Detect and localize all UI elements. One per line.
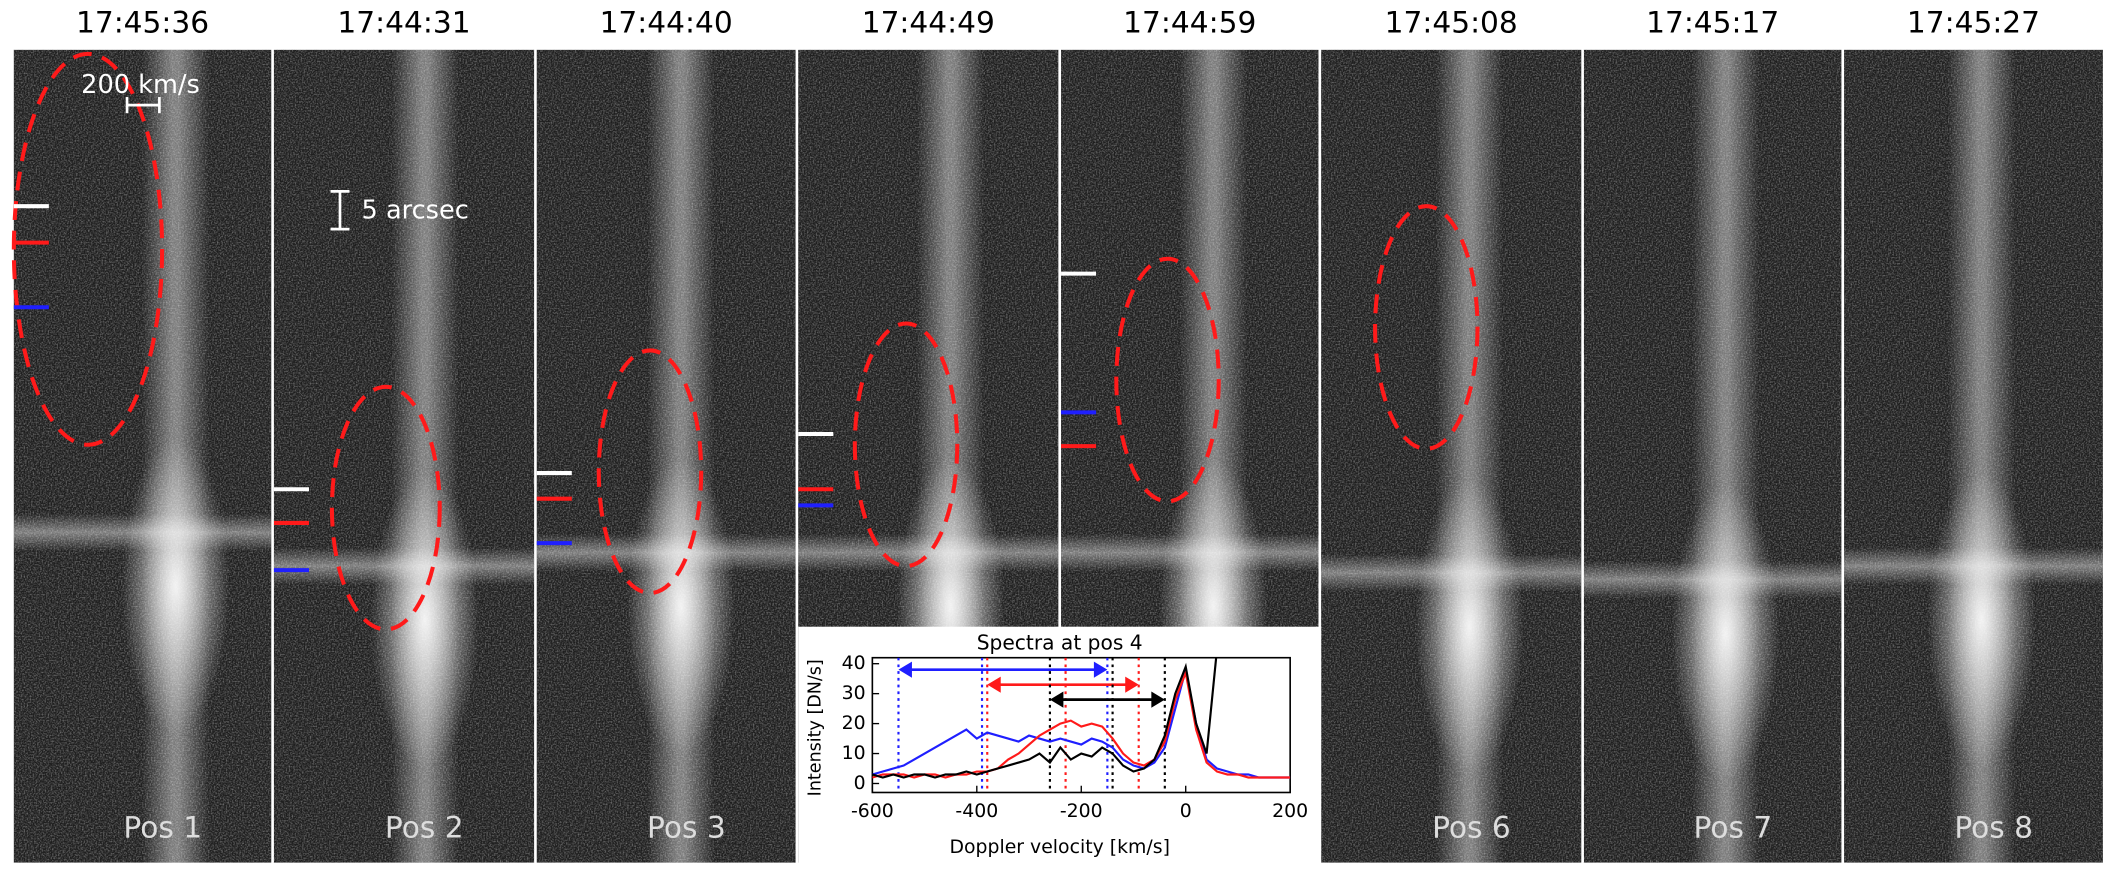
spatial-scale-label: 5 arcsec xyxy=(362,196,469,226)
x-tick-label: -400 xyxy=(955,800,998,822)
panel-label: Pos 7 xyxy=(1694,809,1773,844)
spectrum-line xyxy=(872,657,1218,779)
panel-label: Pos 3 xyxy=(647,809,726,844)
y-axis-label: Intensity [DN/s] xyxy=(806,659,826,796)
chart-title: Spectra at pos 4 xyxy=(977,631,1143,655)
panel-label: Pos 2 xyxy=(385,809,464,844)
emission-core xyxy=(1415,478,1524,775)
panels: 17:45:36 Pos 1 17:44:31 Pos 2 17:44:40 Pos 3 1… xyxy=(11,5,2103,863)
region-outline xyxy=(852,321,960,569)
spectrum-line xyxy=(872,669,1291,779)
emission-core xyxy=(627,458,735,755)
panel-time: 17:45:08 xyxy=(1385,5,1518,40)
emission-core xyxy=(370,471,479,769)
x-tick-label: -600 xyxy=(851,800,894,822)
x-axis-label: Doppler velocity [km/s] xyxy=(949,836,1169,858)
velocity-scale-label: 200 km/s xyxy=(81,70,200,100)
region-outline xyxy=(11,51,165,447)
emission-core xyxy=(121,438,230,735)
inset-chart: Spectra at pos 4 Doppler velocity [km/s]… xyxy=(798,626,1322,866)
x-tick-label: 0 xyxy=(1180,800,1192,822)
arrow-head xyxy=(1049,691,1165,708)
panel-label: Pos 8 xyxy=(1954,809,2033,844)
y-tick-label: 0 xyxy=(854,772,866,794)
region-outline xyxy=(1114,256,1221,504)
region-outline xyxy=(596,348,704,596)
panel-label: Pos 1 xyxy=(123,809,202,844)
y-tick-label: 20 xyxy=(842,712,866,734)
panel-time: 17:45:17 xyxy=(1646,5,1779,40)
region-outline xyxy=(1373,204,1480,451)
emission-core xyxy=(1671,485,1780,782)
panel-time: 17:45:27 xyxy=(1907,5,2040,40)
x-tick-label: -200 xyxy=(1060,800,1103,822)
plot-area xyxy=(872,657,1291,793)
scale-annotations xyxy=(125,97,350,231)
panel-label: Pos 6 xyxy=(1432,809,1511,844)
y-tick-label: 30 xyxy=(842,682,866,704)
panel-time: 17:45:36 xyxy=(76,5,209,40)
panel-time: 17:44:59 xyxy=(1123,5,1256,40)
emission-core xyxy=(1927,471,2036,769)
x-tick-label: 200 xyxy=(1272,800,1308,822)
region-outline xyxy=(329,384,442,632)
y-tick-label: 40 xyxy=(842,652,866,674)
inset-background xyxy=(798,626,1322,866)
panel-time: 17:44:40 xyxy=(600,5,733,40)
panel-time: 17:44:49 xyxy=(862,5,995,40)
panel-time: 17:44:31 xyxy=(337,5,470,40)
y-tick-label: 10 xyxy=(842,742,866,764)
